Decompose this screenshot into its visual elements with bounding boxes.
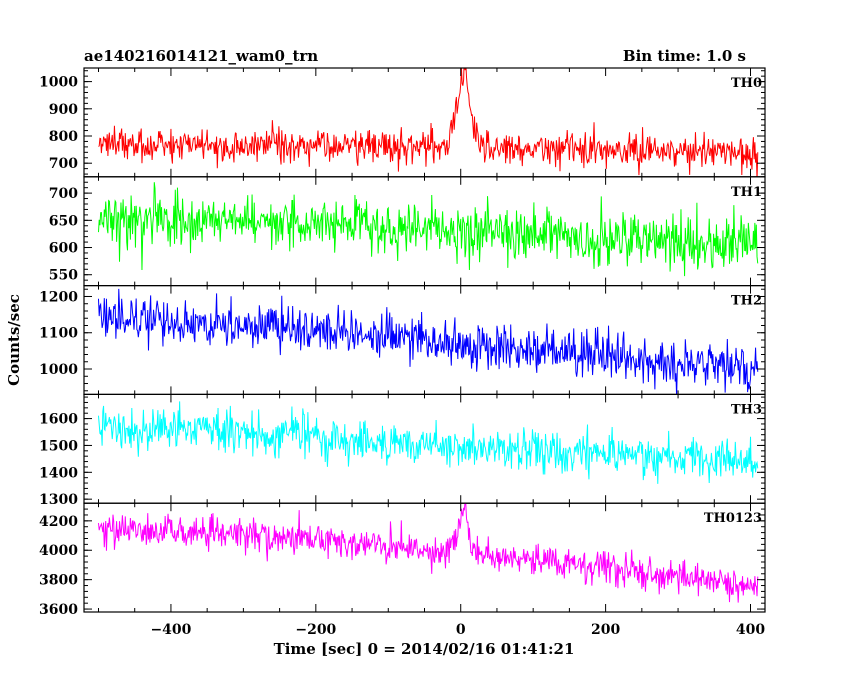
series-label-th2: TH2 — [731, 294, 762, 309]
x-tick-label: −200 — [295, 622, 336, 638]
y-tick-label: 1100 — [39, 326, 78, 342]
y-tick-label: 4200 — [39, 514, 78, 530]
y-tick-label: 700 — [49, 186, 78, 202]
series-line-th0 — [98, 68, 759, 177]
chart-title: ae140216014121_wam0_trn — [84, 47, 318, 65]
y-tick-label: 600 — [49, 241, 78, 257]
panel-th3: 1300 1400 1500 1600 TH3 — [39, 393, 766, 508]
y-tick-label: 800 — [49, 129, 78, 145]
series-label-th0: TH0 — [731, 76, 762, 91]
x-tick-label: 0 — [456, 622, 466, 638]
x-tick-label: −400 — [150, 622, 191, 638]
y-tick-label: 1400 — [39, 465, 78, 481]
series-line-th3 — [97, 401, 759, 484]
panel-th0: 700 800 900 1000 TH0 — [39, 67, 766, 178]
bin-time-label: Bin time: 1.0 s — [623, 47, 746, 65]
y-axis-label: Counts/sec — [5, 294, 23, 386]
panel-th2: 1000 1100 1200 TH2 — [39, 285, 766, 396]
y-tick-label: 4000 — [39, 543, 78, 559]
y-tick-label: 1600 — [39, 412, 78, 428]
panel-frame — [83, 176, 766, 287]
series-line-th1 — [97, 182, 759, 277]
series-line-th0123 — [97, 503, 759, 603]
series-label-th0123: TH0123 — [704, 511, 762, 526]
y-tick-label: 550 — [49, 268, 78, 284]
panel-th1: 550 600 650 700 TH1 — [49, 176, 766, 287]
panel-th0123: 3600 3800 4000 4200 TH0123 — [39, 502, 766, 618]
y-tick-label: 1200 — [39, 289, 78, 305]
y-tick-label: 900 — [49, 102, 78, 118]
panel-frame — [83, 502, 766, 613]
series-line-th2 — [97, 288, 759, 395]
y-tick-label: 1000 — [39, 362, 78, 378]
x-tick-label: 200 — [591, 622, 620, 638]
y-tick-label: 1500 — [39, 438, 78, 454]
y-tick-label: 1300 — [39, 492, 78, 508]
series-label-th1: TH1 — [731, 185, 762, 200]
y-tick-label: 1000 — [39, 75, 78, 91]
y-tick-label: 700 — [49, 156, 78, 172]
x-tick-label: 400 — [736, 622, 765, 638]
y-tick-label: 3600 — [39, 602, 78, 618]
x-axis-label: Time [sec] 0 = 2014/02/16 01:41:21 — [274, 640, 575, 658]
y-tick-label: 650 — [49, 213, 78, 229]
series-label-th3: TH3 — [731, 402, 762, 417]
y-tick-label: 3800 — [39, 573, 78, 589]
